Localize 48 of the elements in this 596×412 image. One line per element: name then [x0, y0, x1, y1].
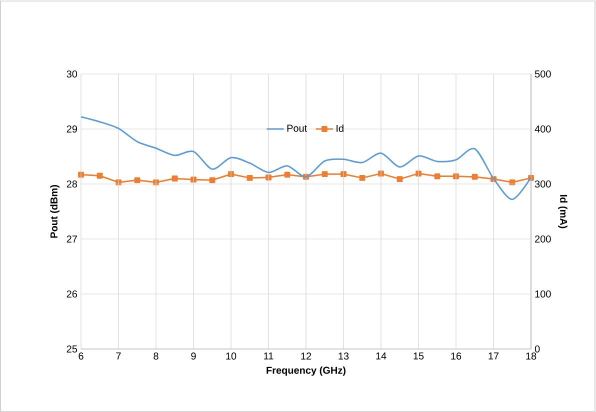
- x-tick-label: 9: [191, 352, 196, 360]
- x-tick-label: 6: [78, 352, 84, 360]
- point: [78, 172, 84, 178]
- y2-tick-label: 0: [534, 345, 540, 353]
- point: [266, 174, 272, 180]
- y-tick-label: 25: [66, 345, 78, 353]
- y-tick-label: 26: [66, 290, 78, 298]
- x-tick-label: 11: [264, 352, 274, 360]
- y-tick-label: 30: [66, 70, 78, 78]
- point: [209, 177, 216, 184]
- point: [340, 171, 346, 178]
- x-tick-label: 8: [154, 352, 158, 360]
- y2-tick-label: 400: [534, 125, 551, 133]
- y2-axis-title: Id (mA): [558, 194, 568, 228]
- point: [472, 174, 478, 180]
- legend-label: Id: [336, 124, 344, 132]
- point: [172, 176, 178, 182]
- point: [96, 172, 103, 179]
- x-tick-label: 16: [451, 352, 462, 360]
- x-tick-label: 10: [226, 352, 236, 360]
- point: [246, 175, 253, 181]
- point: [396, 176, 403, 182]
- y2-tick-label: 200: [535, 235, 551, 243]
- x-tick-label: 13: [338, 352, 349, 360]
- y2-tick-label: 300: [534, 180, 551, 188]
- point: [378, 170, 384, 176]
- point: [228, 171, 234, 178]
- point: [190, 176, 196, 183]
- point: [284, 172, 290, 178]
- x-tick-label: 15: [414, 352, 424, 360]
- y-tick-label: 28: [66, 180, 78, 188]
- x-tick-label: 7: [116, 352, 121, 360]
- point: [322, 171, 328, 178]
- y2-tick-label: 100: [535, 290, 551, 298]
- x-tick-label: 17: [488, 352, 499, 360]
- x-tick-label: 12: [301, 352, 312, 360]
- point: [434, 173, 440, 180]
- point: [359, 175, 366, 181]
- point: [134, 177, 140, 184]
- x-tick-label: 14: [376, 352, 386, 360]
- point: [416, 170, 422, 176]
- x-axis-title: Frequency (GHz): [266, 366, 346, 376]
- x-tick-label: 18: [526, 352, 536, 360]
- y2-tick-label: 500: [534, 70, 551, 78]
- y-tick-label: 29: [66, 125, 78, 133]
- y-axis-title: Pout (dBm): [50, 185, 60, 238]
- legend-label: Pout: [287, 124, 308, 132]
- y-tick-label: 27: [66, 236, 77, 242]
